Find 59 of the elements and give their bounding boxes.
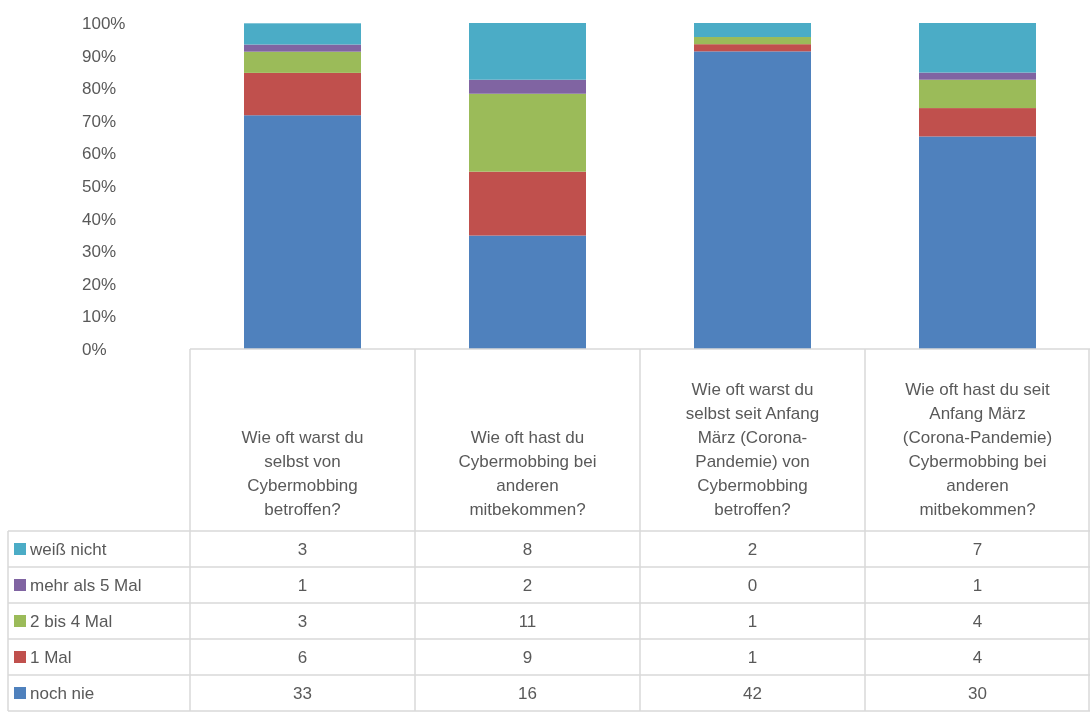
text: 1 bbox=[747, 611, 758, 631]
text: 3 bbox=[297, 611, 308, 631]
y-tick-label: 70% bbox=[82, 111, 117, 131]
y-tick-label: 60% bbox=[82, 144, 117, 164]
bar bbox=[469, 171, 586, 236]
y-tick-label: 20% bbox=[82, 274, 117, 294]
bar bbox=[919, 79, 1036, 109]
y-tick-label: 90% bbox=[82, 46, 117, 66]
text: 4 bbox=[972, 647, 983, 667]
y-tick-label: 80% bbox=[82, 79, 117, 99]
text: 1 bbox=[747, 647, 758, 667]
y-tick-label: 30% bbox=[82, 242, 117, 262]
x-tick-label: Wie oft hast du seit Anfang März (Corona-Pandemie) Cybermobbing bei anderen mitbekommen? bbox=[902, 380, 1053, 519]
text: 9 bbox=[522, 647, 533, 667]
bar bbox=[469, 235, 586, 349]
text: 3 bbox=[297, 539, 308, 559]
bar bbox=[469, 23, 586, 80]
text: 42 bbox=[743, 683, 762, 703]
text: 0 bbox=[747, 575, 758, 595]
text: 6 bbox=[297, 647, 308, 667]
text: 30 bbox=[968, 683, 987, 703]
legend-label: weiß nicht bbox=[29, 539, 107, 559]
text: 16 bbox=[518, 683, 537, 703]
text: 1 bbox=[972, 575, 983, 595]
bar bbox=[244, 23, 361, 45]
text: 1 bbox=[297, 575, 308, 595]
bar bbox=[919, 72, 1036, 80]
y-tick-label: 40% bbox=[82, 209, 117, 229]
text: 11 bbox=[518, 611, 537, 631]
text: 4 bbox=[972, 611, 983, 631]
bar bbox=[469, 79, 586, 94]
bar bbox=[469, 93, 586, 172]
legend-label: noch nie bbox=[30, 683, 95, 703]
y-tick-label: 50% bbox=[82, 176, 117, 196]
y-tick-label: 100% bbox=[82, 13, 126, 33]
bar bbox=[694, 51, 811, 349]
bar bbox=[694, 23, 811, 38]
legend-label: 1 Mal bbox=[30, 647, 72, 667]
legend-label: 2 bis 4 Mal bbox=[30, 611, 113, 631]
bar bbox=[919, 108, 1036, 137]
x-tick-label: Wie oft warst du selbst seit Anfang März (Corona-Pandemie) von Cybermobbing betroffen? bbox=[685, 380, 820, 519]
text: 2 bbox=[747, 539, 758, 559]
text: 7 bbox=[972, 539, 983, 559]
bar bbox=[244, 44, 361, 52]
x-tick-label: Wie oft hast du Cybermobbing bei anderen mitbekommen? bbox=[458, 428, 597, 519]
x-tick-label: Wie oft warst du selbst von Cybermobbing betroffen? bbox=[241, 428, 364, 519]
y-tick-label: 10% bbox=[82, 307, 117, 327]
bar bbox=[244, 51, 361, 73]
bar bbox=[244, 72, 361, 116]
text: 33 bbox=[293, 683, 312, 703]
bar bbox=[694, 44, 811, 52]
bar bbox=[694, 37, 811, 45]
bar bbox=[244, 115, 361, 349]
bar bbox=[919, 23, 1036, 73]
bar bbox=[919, 136, 1036, 349]
legend-label: mehr als 5 Mal bbox=[30, 575, 142, 595]
text: 8 bbox=[522, 539, 533, 559]
text: 2 bbox=[522, 575, 533, 595]
y-tick-label: 0% bbox=[82, 339, 107, 359]
